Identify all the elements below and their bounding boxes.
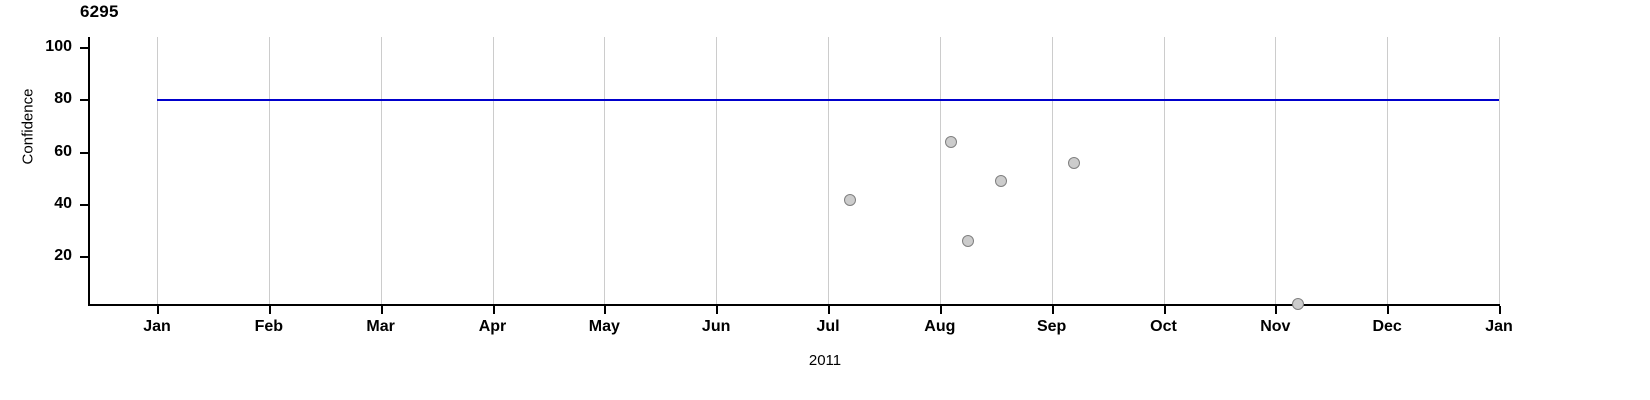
y-tick-label-80: 80 [54, 90, 72, 108]
x-tick-label-sep-8: Sep [1036, 318, 1067, 335]
y-axis-label: Confidence [19, 88, 37, 165]
x-tick-mark-2 [380, 306, 383, 314]
y-tick-mark-40 [80, 203, 88, 206]
x-tick-label-dec-11: Dec [1372, 318, 1402, 335]
x-tick-label-jan-0: Jan [143, 318, 171, 335]
x-tick-mark-11 [1387, 306, 1390, 314]
gridline-aug-7 [939, 37, 941, 304]
x-tick-mark-1 [268, 306, 271, 314]
data-point-5 [1291, 298, 1304, 311]
x-tick-label-jun-5: Jun [701, 318, 731, 335]
y-tick-label-60: 60 [54, 142, 72, 160]
gridline-oct-9 [1163, 37, 1165, 304]
x-tick-mark-0 [157, 306, 159, 314]
x-tick-label-aug-7: Aug [924, 318, 956, 335]
x-tick-mark-5 [716, 306, 719, 314]
y-tick-label-40: 40 [54, 194, 72, 212]
y-tick-label-20: 20 [54, 247, 72, 264]
x-tick-mark-6 [828, 306, 830, 314]
y-tick-label-100: 100 [45, 38, 72, 55]
gridline-jan-12 [1499, 37, 1500, 304]
gridline-mar-2 [380, 37, 382, 304]
x-tick-mark-10 [1275, 306, 1278, 314]
x-tick-mark-12 [1499, 306, 1501, 314]
gridline-jun-5 [716, 37, 718, 304]
x-tick-label-may-4: May [588, 318, 620, 335]
gridline-dec-11 [1387, 37, 1389, 304]
gridline-sep-8 [1051, 37, 1053, 304]
x-tick-label-feb-1: Feb [254, 318, 284, 335]
x-tick-label-jan-12: Jan [1485, 318, 1513, 335]
gridline-feb-1 [268, 37, 270, 304]
x-axis-line [88, 304, 1500, 306]
y-tick-mark-60 [80, 151, 88, 154]
gridline-jan-0 [157, 37, 158, 304]
y-axis-line [88, 37, 90, 305]
gridline-jul-6 [828, 37, 829, 304]
data-point-0 [844, 193, 857, 206]
data-point-3 [995, 175, 1008, 188]
x-tick-label-nov-10: Nov [1260, 318, 1291, 335]
page-title: 6295 [80, 2, 119, 21]
x-tick-label-jul-6: Jul [816, 318, 840, 335]
x-axis-label: 2011 [808, 352, 842, 369]
y-tick-mark-20 [80, 256, 88, 258]
y-tick-mark-100 [80, 47, 88, 49]
x-tick-label-mar-2: Mar [366, 318, 395, 335]
data-point-4 [1068, 156, 1081, 169]
x-tick-mark-7 [939, 306, 942, 314]
x-tick-mark-9 [1163, 306, 1166, 314]
data-point-2 [961, 235, 974, 248]
gridline-may-4 [604, 37, 606, 304]
x-tick-label-apr-3: Apr [478, 318, 507, 335]
y-tick-mark-80 [80, 99, 88, 102]
gridline-apr-3 [492, 37, 494, 304]
x-tick-mark-3 [492, 306, 495, 314]
x-tick-mark-8 [1051, 306, 1054, 314]
gridline-nov-10 [1275, 37, 1277, 304]
x-tick-mark-4 [604, 306, 607, 314]
reference-line-threshold [157, 99, 1499, 102]
x-tick-label-oct-9: Oct [1150, 318, 1177, 335]
data-point-1 [945, 136, 958, 149]
